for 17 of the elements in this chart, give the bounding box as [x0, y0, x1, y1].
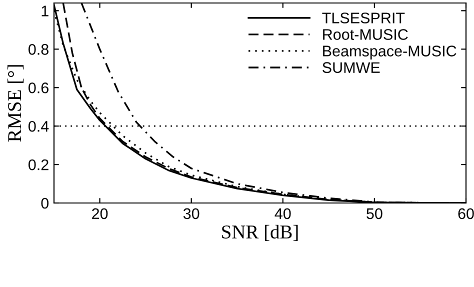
y-tick-label: 1 — [42, 6, 48, 16]
x-tick-label: 30 — [183, 208, 200, 220]
x-tick-label: 40 — [274, 208, 291, 220]
legend-label: Root-MUSIC — [323, 29, 408, 40]
legend-label: TLSESPRIT — [322, 12, 405, 24]
y-tick-label: 0.4 — [28, 120, 49, 132]
y-tick-label: 0.8 — [28, 44, 48, 55]
x-tick-label: 50 — [366, 208, 382, 220]
y-tick-label: 0.2 — [28, 159, 48, 170]
legend-label: Beamspace-MUSIC — [323, 46, 456, 60]
x-tick-label: 20 — [92, 208, 108, 220]
y-tick-label: 0 — [41, 198, 49, 209]
x-tick-label: 60 — [458, 208, 474, 220]
y-axis-title: RMSE [°] — [7, 65, 24, 142]
y-tick-label: 0.6 — [28, 82, 48, 94]
legend-label: SUMWE — [322, 62, 380, 73]
x-axis-title: SNR [dB] — [222, 224, 298, 241]
